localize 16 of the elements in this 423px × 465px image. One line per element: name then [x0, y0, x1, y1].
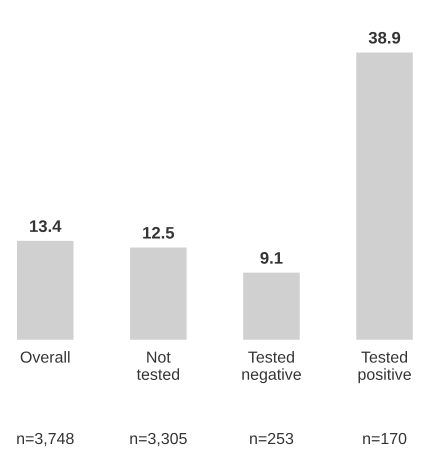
x-tick-label: Not tested — [136, 352, 180, 380]
x-tick-label: Tested negative — [242, 351, 301, 384]
bar — [16, 240, 74, 340]
text: n=3,305 — [130, 432, 187, 446]
data-label: 9.1 — [260, 252, 283, 264]
data-label: 13.4 — [30, 220, 62, 232]
data-label: 38.9 — [368, 32, 400, 44]
bar — [356, 52, 413, 340]
x-tick-label: Overall — [20, 351, 70, 363]
x-tick-label: Tested positive — [358, 351, 411, 384]
text: n=170 — [363, 432, 406, 444]
bar — [243, 272, 300, 340]
text: n=3,748 — [17, 432, 74, 446]
bar — [130, 248, 187, 340]
text: n=253 — [250, 432, 294, 444]
data-label: 12.5 — [143, 226, 174, 239]
